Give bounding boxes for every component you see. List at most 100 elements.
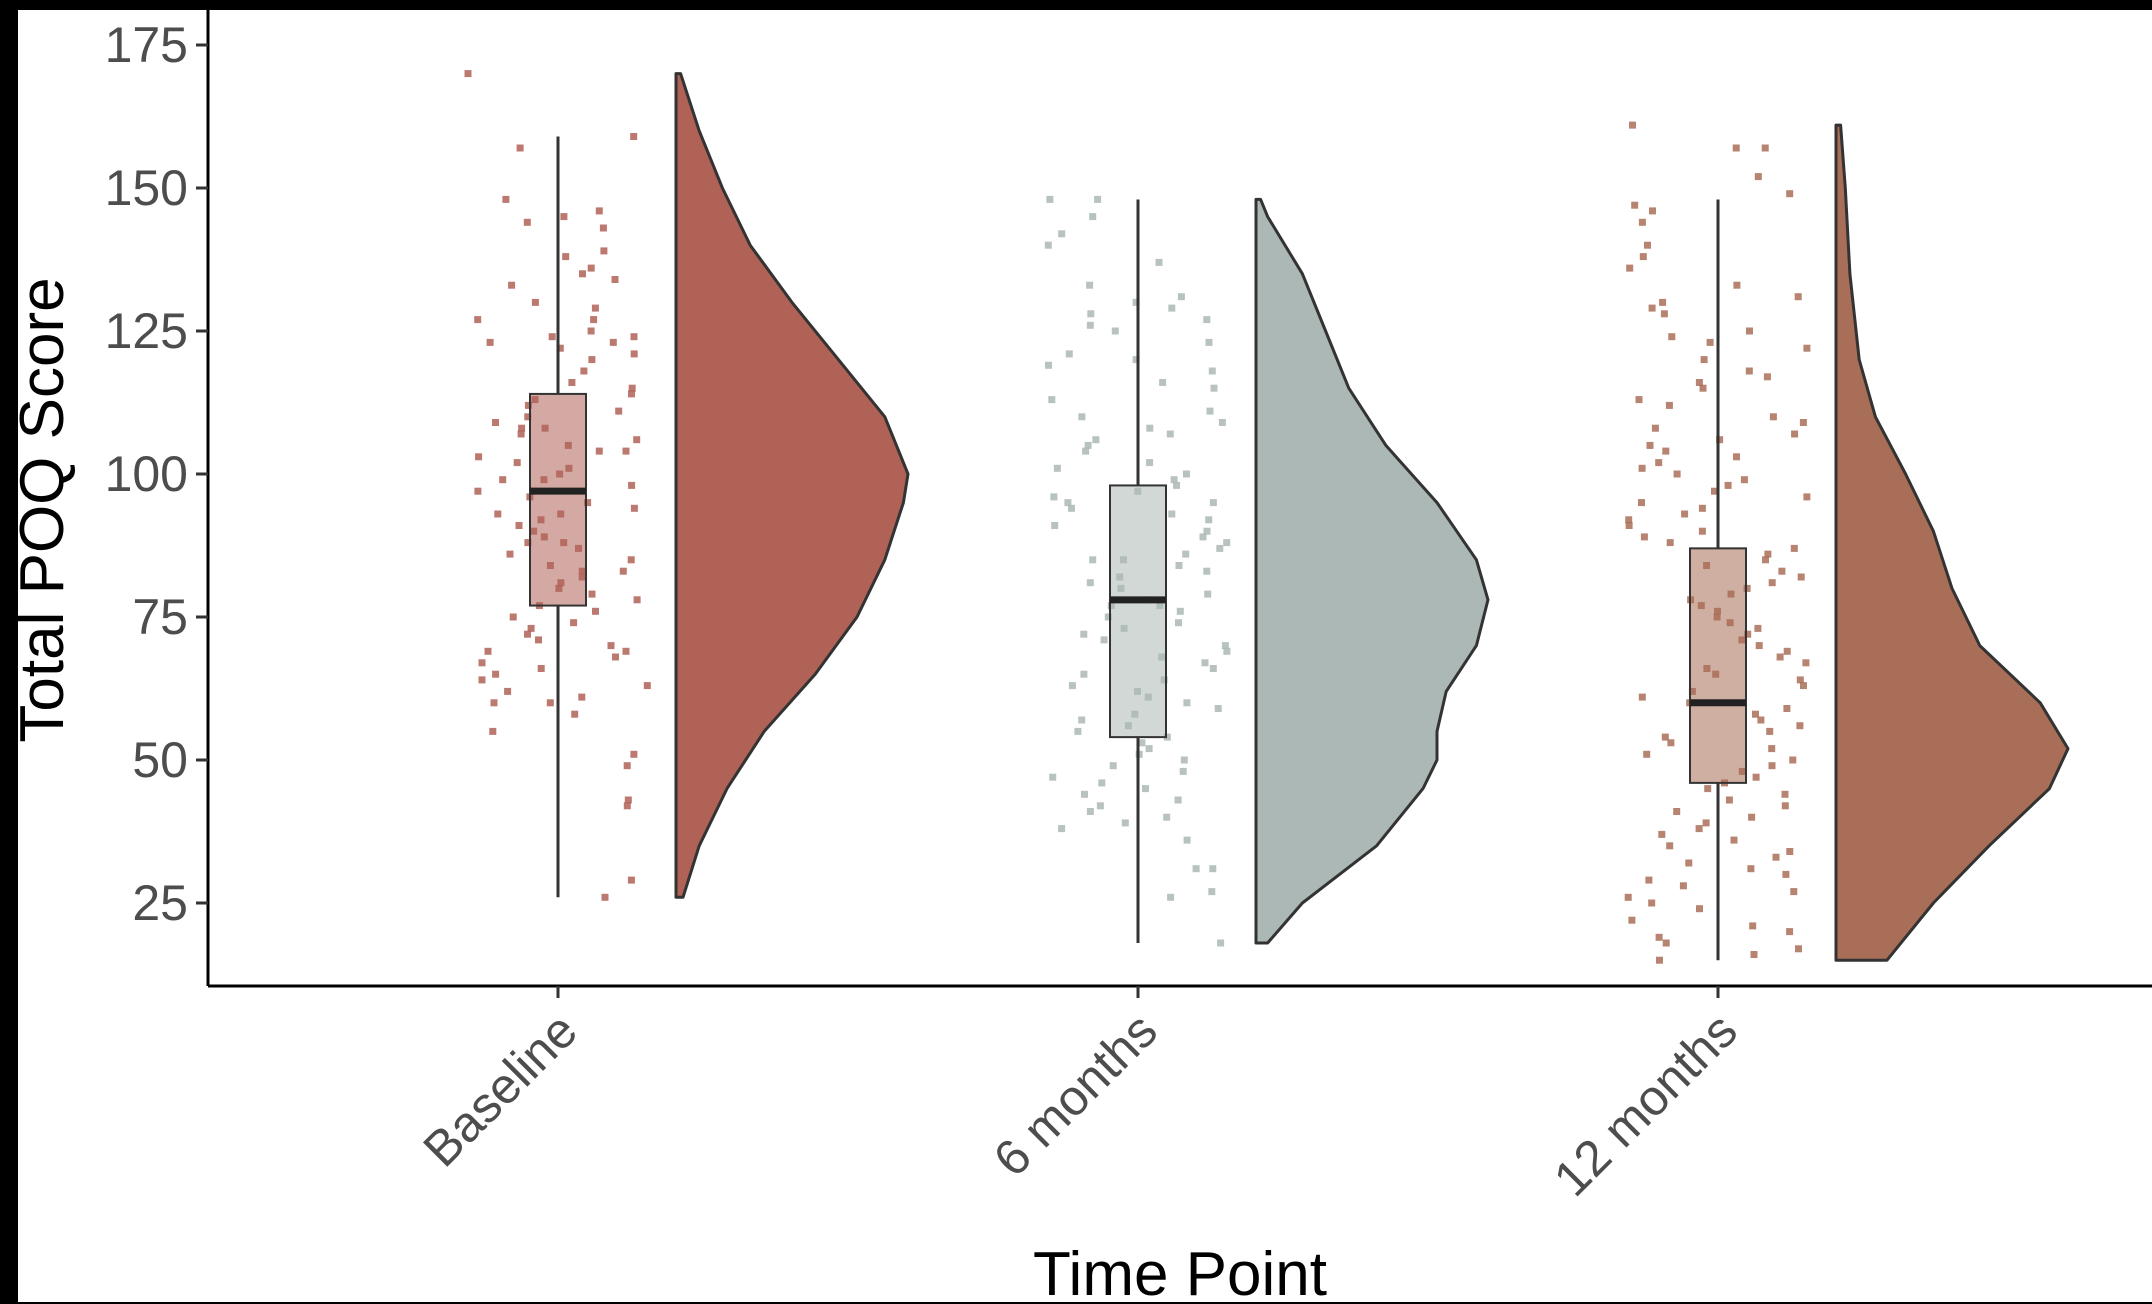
data-point — [517, 430, 525, 438]
data-point — [1111, 327, 1119, 335]
plot-panel: 25 50 75 100 125 150 175 Baseline 6 months 12 mon… — [18, 10, 2152, 1302]
data-point — [1699, 384, 1707, 392]
data-point — [1706, 338, 1714, 346]
data-point — [548, 333, 556, 341]
data-point — [624, 796, 632, 804]
data-point — [1098, 779, 1106, 787]
data-point — [1635, 396, 1643, 404]
data-point — [1049, 773, 1057, 781]
data-point — [1746, 327, 1753, 335]
data-point — [1132, 298, 1140, 306]
data-point — [1786, 190, 1794, 198]
data-point — [1145, 745, 1153, 753]
data-point — [1628, 916, 1636, 924]
y-tick-label: 150 — [105, 160, 188, 216]
data-point — [464, 70, 472, 78]
data-point — [1733, 453, 1740, 461]
data-point — [1778, 567, 1786, 575]
data-point — [1698, 527, 1706, 535]
data-point — [595, 207, 603, 215]
data-point — [579, 270, 586, 278]
raincloud-chart: 25 50 75 100 125 150 175 Baseline 6 months 12 mon… — [18, 10, 2152, 1302]
data-point — [1046, 195, 1054, 203]
data-point — [1146, 459, 1154, 467]
data-point — [1768, 579, 1776, 587]
data-point — [1086, 579, 1094, 587]
data-point — [627, 876, 635, 884]
data-point — [1217, 939, 1225, 947]
data-point — [1223, 539, 1231, 547]
data-point — [1205, 516, 1213, 524]
data-point — [1080, 670, 1088, 678]
data-point — [1146, 424, 1154, 432]
data-point — [1704, 785, 1712, 793]
data-point — [1679, 882, 1687, 890]
data-point — [630, 133, 638, 140]
data-point — [615, 407, 623, 415]
data-point — [1643, 750, 1651, 758]
data-point — [478, 659, 486, 667]
data-point — [1702, 819, 1710, 827]
data-point — [627, 556, 635, 564]
data-point — [1649, 207, 1656, 215]
data-point — [1624, 893, 1632, 901]
data-point — [578, 693, 586, 701]
data-point — [1168, 304, 1176, 312]
data-point — [1051, 522, 1059, 529]
data-point — [1050, 493, 1058, 501]
data-point — [1087, 310, 1095, 318]
data-point — [1781, 802, 1789, 810]
data-point — [1183, 470, 1190, 478]
data-point — [1182, 550, 1190, 558]
data-point — [1173, 481, 1180, 489]
data-point — [1764, 550, 1772, 558]
data-point — [508, 281, 516, 289]
data-point — [1733, 281, 1741, 289]
data-point — [475, 453, 483, 461]
data-point — [1084, 441, 1092, 449]
data-point — [1064, 499, 1072, 507]
data-point — [595, 447, 603, 455]
data-point — [1086, 808, 1094, 815]
data-point — [1100, 636, 1108, 644]
data-point — [622, 447, 630, 455]
data-point — [1048, 396, 1056, 404]
data-point — [1183, 836, 1191, 844]
data-point — [622, 647, 630, 655]
data-point — [1203, 567, 1211, 575]
data-point — [630, 350, 638, 358]
data-point — [1790, 544, 1798, 552]
data-point — [630, 504, 638, 512]
y-axis-title: Total POQ Score — [18, 277, 77, 742]
data-point — [484, 647, 492, 655]
data-point — [1658, 830, 1666, 838]
data-point — [527, 624, 535, 632]
data-point — [612, 653, 619, 661]
data-point — [1655, 933, 1663, 941]
data-point — [1121, 819, 1129, 827]
data-point — [1794, 293, 1802, 301]
data-point — [1199, 533, 1207, 541]
data-point — [1631, 201, 1639, 209]
data-point — [474, 316, 482, 324]
data-point — [1201, 659, 1209, 667]
data-point — [1089, 213, 1097, 221]
data-point — [1747, 865, 1755, 873]
data-point — [599, 224, 607, 232]
data-point — [1209, 665, 1217, 672]
data-point — [1203, 316, 1211, 324]
data-point — [1638, 218, 1646, 226]
data-point — [1725, 796, 1733, 804]
data-point — [1218, 419, 1226, 426]
data-point — [1752, 773, 1760, 781]
data-point — [1745, 367, 1753, 375]
data-point — [600, 247, 608, 255]
data-point — [570, 619, 578, 627]
data-point — [531, 298, 539, 306]
data-point — [588, 356, 596, 364]
data-point — [499, 476, 507, 484]
y-tick-label: 100 — [105, 446, 188, 502]
data-point — [633, 436, 641, 444]
data-point — [623, 802, 631, 810]
data-point — [1750, 951, 1758, 958]
